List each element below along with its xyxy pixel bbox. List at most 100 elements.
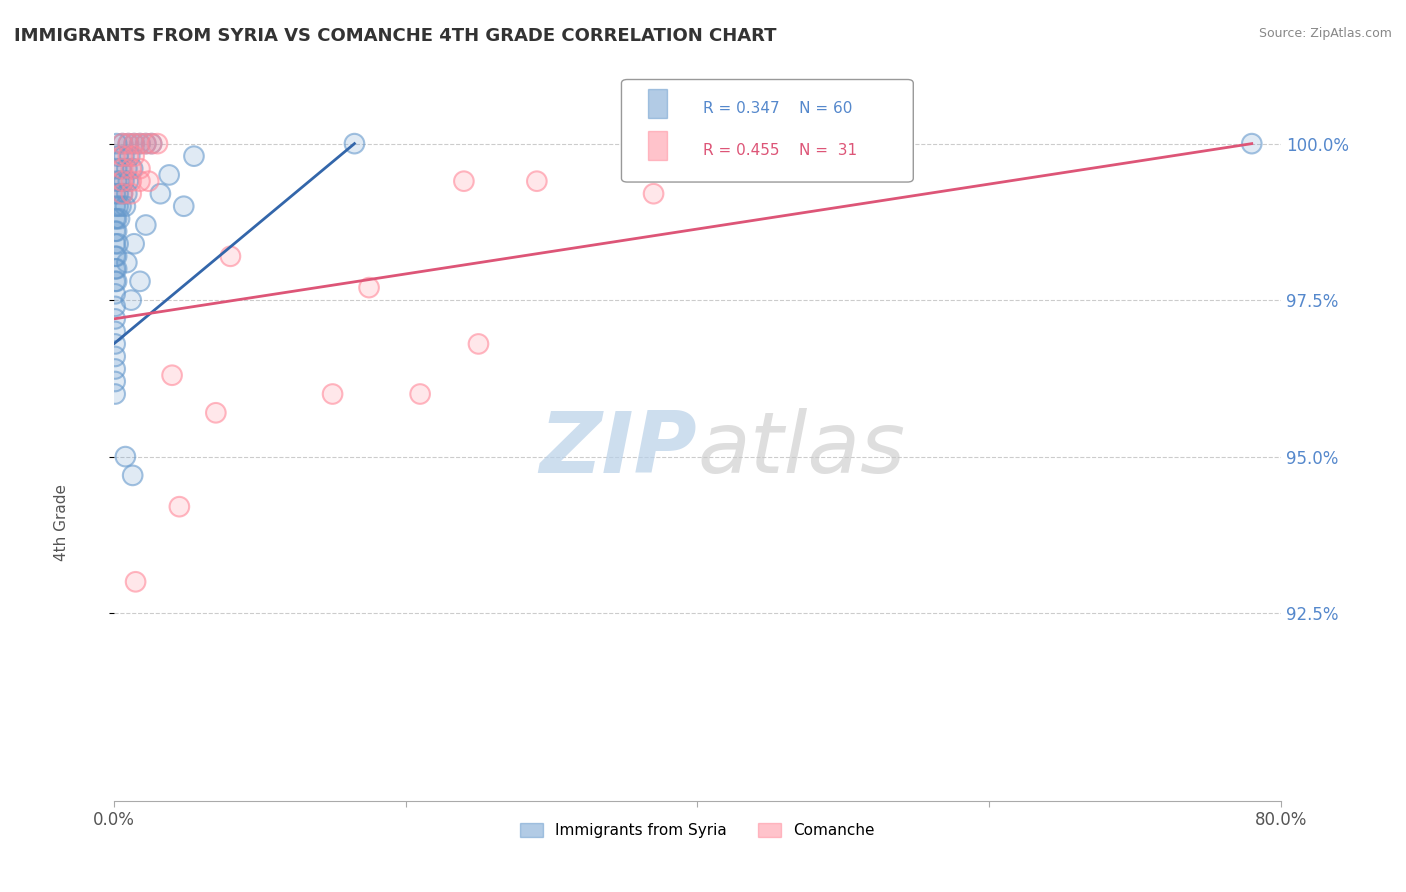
Point [219, 249, 242, 263]
Point [104, 236, 127, 251]
Point [104, 274, 127, 288]
Point [104, 224, 127, 238]
Point [107, 236, 129, 251]
Point [105, 261, 128, 276]
Point [111, 186, 134, 201]
Point [111, 161, 134, 176]
Point [111, 174, 134, 188]
Point [173, 199, 195, 213]
Point [117, 136, 139, 151]
Point [173, 199, 195, 213]
FancyBboxPatch shape [621, 79, 914, 182]
Point [453, 174, 475, 188]
Point [117, 174, 139, 188]
Point [643, 186, 665, 201]
Point [115, 255, 138, 269]
Point [105, 249, 128, 263]
Point [135, 218, 157, 232]
Point [114, 450, 136, 464]
Point [104, 362, 127, 376]
Text: IMMIGRANTS FROM SYRIA VS COMANCHE 4TH GRADE CORRELATION CHART: IMMIGRANTS FROM SYRIA VS COMANCHE 4TH GR… [14, 27, 776, 45]
Point [110, 161, 132, 176]
Point [129, 161, 152, 176]
Point [124, 574, 146, 589]
Point [107, 186, 129, 201]
Point [104, 387, 127, 401]
Point [160, 368, 183, 383]
Point [146, 136, 169, 151]
Point [129, 274, 152, 288]
Point [111, 136, 134, 151]
Point [104, 236, 127, 251]
Point [183, 149, 205, 163]
Point [108, 211, 131, 226]
Point [409, 387, 432, 401]
Point [120, 186, 142, 201]
Text: R = 0.347    N = 60: R = 0.347 N = 60 [703, 102, 852, 117]
Point [141, 136, 163, 151]
Point [129, 161, 152, 176]
Point [110, 199, 132, 213]
Point [121, 468, 143, 483]
Point [104, 211, 127, 226]
Point [107, 236, 129, 251]
Point [104, 362, 127, 376]
Point [205, 406, 228, 420]
Point [104, 375, 127, 389]
Point [1240, 136, 1263, 151]
Point [107, 199, 129, 213]
Point [111, 186, 134, 201]
Point [149, 186, 172, 201]
Point [105, 136, 128, 151]
Point [122, 136, 145, 151]
Point [104, 312, 127, 326]
Point [118, 149, 141, 163]
Point [104, 199, 127, 213]
Point [107, 149, 129, 163]
Text: ZIP: ZIP [540, 408, 697, 491]
Point [107, 186, 129, 201]
Point [105, 249, 128, 263]
Point [112, 174, 135, 188]
Bar [648, 89, 666, 119]
Point [105, 274, 128, 288]
Point [105, 174, 128, 188]
Point [105, 211, 128, 226]
Point [115, 161, 138, 176]
Point [111, 149, 134, 163]
Point [117, 136, 139, 151]
Point [104, 286, 127, 301]
Point [108, 174, 131, 188]
Point [120, 174, 142, 188]
Legend: Immigrants from Syria, Comanche: Immigrants from Syria, Comanche [515, 817, 880, 845]
Point [122, 136, 145, 151]
Point [110, 161, 132, 176]
Point [219, 249, 242, 263]
Point [157, 168, 180, 182]
Point [135, 136, 157, 151]
Point [120, 161, 142, 176]
Point [104, 299, 127, 313]
Point [104, 337, 127, 351]
Point [121, 468, 143, 483]
Point [105, 174, 128, 188]
Point [322, 387, 344, 401]
Point [105, 224, 128, 238]
Point [129, 136, 152, 151]
Point [118, 149, 141, 163]
Point [117, 149, 139, 163]
Point [107, 149, 129, 163]
Point [357, 280, 380, 294]
Point [117, 136, 139, 151]
Text: 4th Grade: 4th Grade [53, 484, 69, 561]
Text: R = 0.455    N =  31: R = 0.455 N = 31 [703, 144, 858, 158]
Text: atlas: atlas [697, 408, 905, 491]
Point [112, 174, 135, 188]
Point [114, 199, 136, 213]
Point [122, 236, 145, 251]
Point [115, 186, 138, 201]
Point [104, 224, 127, 238]
Point [453, 174, 475, 188]
Point [105, 161, 128, 176]
Point [121, 161, 143, 176]
